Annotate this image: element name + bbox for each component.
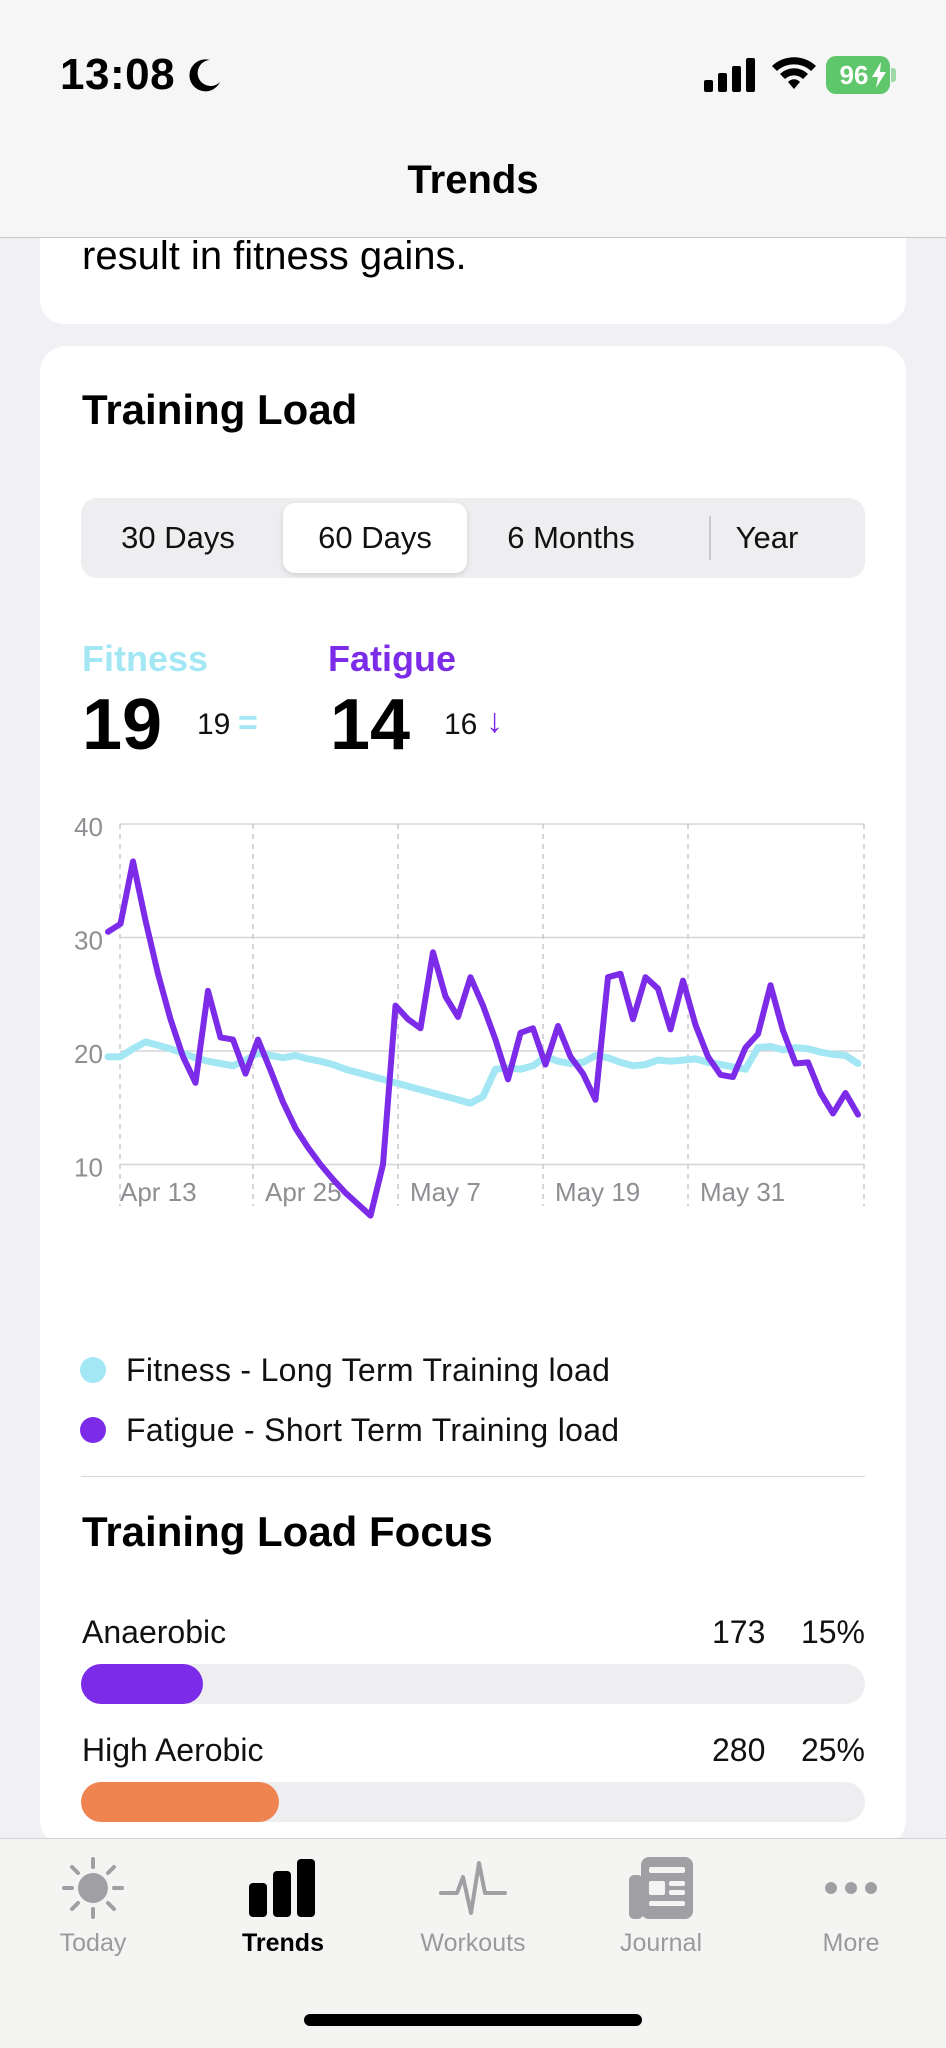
training-load-chart: 40 30 20 10 Apr 13 Apr 25 May 7 May 19 May 31 <box>70 812 890 1219</box>
fitness-label: Fitness <box>82 638 209 679</box>
tab-trends[interactable]: Trends <box>208 1853 358 1973</box>
tab-workouts-label: Workouts <box>420 1929 526 1957</box>
focus-high-aerobic-bar-fill <box>81 1782 279 1822</box>
fitness-trend-icon: = <box>238 704 258 742</box>
newspaper-icon <box>629 1857 693 1919</box>
tab-trends-label: Trends <box>242 1929 324 1957</box>
sun-icon <box>62 1857 124 1919</box>
bar-chart-icon <box>249 1859 315 1917</box>
tab-today-label: Today <box>59 1929 127 1957</box>
page-title: Trends <box>407 158 539 202</box>
tab-more[interactable]: More <box>776 1853 926 1973</box>
focus-high-aerobic-count: 280 <box>712 1732 766 1768</box>
previous-card-text: result in fitness gains. <box>82 234 467 278</box>
y-tick-label: 20 <box>74 1039 103 1069</box>
heartbeat-icon <box>439 1861 507 1915</box>
focus-high-aerobic-label: High Aerobic <box>82 1732 264 1768</box>
legend-fatigue: Fatigue - Short Term Training load <box>80 1410 619 1450</box>
legend-fitness: Fitness - Long Term Training load <box>80 1350 610 1390</box>
x-tick-label: Apr 13 <box>120 1177 197 1207</box>
battery-indicator: 96 <box>826 56 896 94</box>
x-tick-label: May 7 <box>410 1177 481 1207</box>
status-time: 13:08 <box>60 50 176 99</box>
legend-fitness-label: Fitness - Long Term Training load <box>126 1351 611 1388</box>
ellipsis-icon <box>825 1882 877 1894</box>
status-bar: 13:08 96 <box>0 0 946 150</box>
focus-high-aerobic-percent: 25% <box>800 1732 865 1768</box>
focus-anaerobic-percent: 15% <box>800 1614 865 1650</box>
x-tick-label: Apr 25 <box>265 1177 342 1207</box>
tab-bar: Today Trends Workouts Journal <box>0 1838 946 2048</box>
tab-workouts[interactable]: Workouts <box>398 1853 548 1973</box>
y-tick-label: 40 <box>74 812 103 842</box>
tab-year[interactable]: Year <box>735 520 799 555</box>
y-tick-label: 10 <box>74 1153 103 1183</box>
tab-journal-label: Journal <box>620 1929 702 1957</box>
focus-anaerobic-count: 173 <box>712 1614 766 1650</box>
training-load-card: Training Load 30 Days 60 Days 6 Months Y… <box>40 346 906 1846</box>
focus-anaerobic-bar-fill <box>81 1664 203 1704</box>
y-tick-label: 30 <box>74 926 103 956</box>
series-line-fitness <box>104 1038 862 1107</box>
moon-icon <box>189 59 220 92</box>
training-load-focus-title: Training Load Focus <box>82 1508 493 1555</box>
fitness-previous: 19 <box>197 708 231 741</box>
home-indicator <box>304 2014 642 2026</box>
fatigue-previous: 16 <box>444 708 478 741</box>
section-divider <box>81 1476 865 1477</box>
legend-fatigue-label: Fatigue - Short Term Training load <box>126 1411 620 1448</box>
x-tick-label: May 19 <box>555 1177 640 1207</box>
tab-journal[interactable]: Journal <box>586 1853 736 1973</box>
focus-anaerobic-bar <box>81 1664 865 1704</box>
x-tick-label: May 31 <box>700 1177 785 1207</box>
tab-more-label: More <box>822 1929 880 1957</box>
tab-today[interactable]: Today <box>18 1853 168 1973</box>
segment-divider <box>709 516 711 560</box>
range-segmented-control: 30 Days 60 Days 6 Months Year <box>81 498 865 578</box>
fatigue-label: Fatigue <box>328 638 457 679</box>
cellular-signal-icon <box>704 58 755 92</box>
fitness-value: 19 <box>82 685 163 765</box>
tab-60-days[interactable]: 60 Days <box>283 503 467 573</box>
legend-fitness-dot <box>80 1357 106 1383</box>
training-load-chart-svg: 40 30 20 10 Apr 13 Apr 25 May 7 May 19 May 31 <box>74 812 865 1219</box>
wifi-icon <box>772 57 816 89</box>
tab-30-days[interactable]: 30 Days <box>121 520 235 555</box>
fatigue-value: 14 <box>330 685 411 765</box>
navigation-bar: Trends <box>0 150 946 238</box>
series-line-fatigue <box>105 858 861 1219</box>
tab-6-months[interactable]: 6 Months <box>507 520 635 555</box>
charging-bolt-icon <box>872 62 886 88</box>
legend-fatigue-dot <box>80 1417 106 1443</box>
training-load-title: Training Load <box>82 386 358 433</box>
fatigue-trend-icon: ↓ <box>486 702 503 740</box>
focus-high-aerobic-bar <box>81 1782 865 1822</box>
focus-anaerobic-label: Anaerobic <box>82 1614 227 1650</box>
battery-level: 96 <box>839 59 869 90</box>
